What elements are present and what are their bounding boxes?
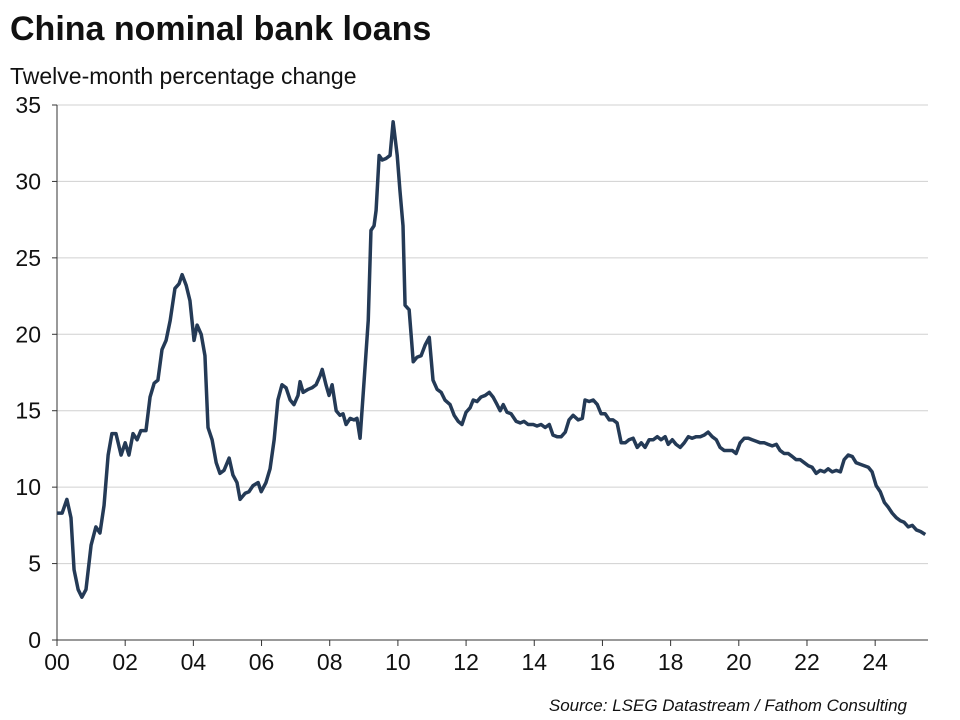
data-line: [57, 120, 927, 599]
x-tick-label: 22: [794, 649, 820, 675]
x-tick-label: 06: [249, 649, 275, 675]
y-tick-label: 25: [15, 245, 41, 271]
source-note: Source: LSEG Datastream / Fathom Consult…: [549, 696, 908, 715]
x-tick-label: 10: [385, 649, 411, 675]
y-tick-label: 30: [15, 168, 41, 194]
y-tick-label: 20: [15, 321, 41, 347]
chart-title: China nominal bank loans: [10, 10, 431, 48]
y-tick-label: 15: [15, 398, 41, 424]
x-tick-label: 18: [658, 649, 684, 675]
chart-subtitle: Twelve-month percentage change: [10, 63, 357, 89]
y-tick-label: 5: [28, 551, 41, 577]
x-tick-label: 08: [317, 649, 343, 675]
x-tick-label: 00: [44, 649, 70, 675]
x-tick-label: 24: [862, 649, 888, 675]
x-tick-label: 14: [521, 649, 547, 675]
y-tick-label: 10: [15, 474, 41, 500]
x-tick-label: 02: [112, 649, 138, 675]
x-tick-label: 16: [590, 649, 616, 675]
y-tick-label: 35: [15, 92, 41, 118]
x-tick-label: 12: [453, 649, 479, 675]
x-tick-label: 04: [181, 649, 207, 675]
x-tick-label: 20: [726, 649, 752, 675]
y-tick-label: 0: [28, 627, 41, 653]
